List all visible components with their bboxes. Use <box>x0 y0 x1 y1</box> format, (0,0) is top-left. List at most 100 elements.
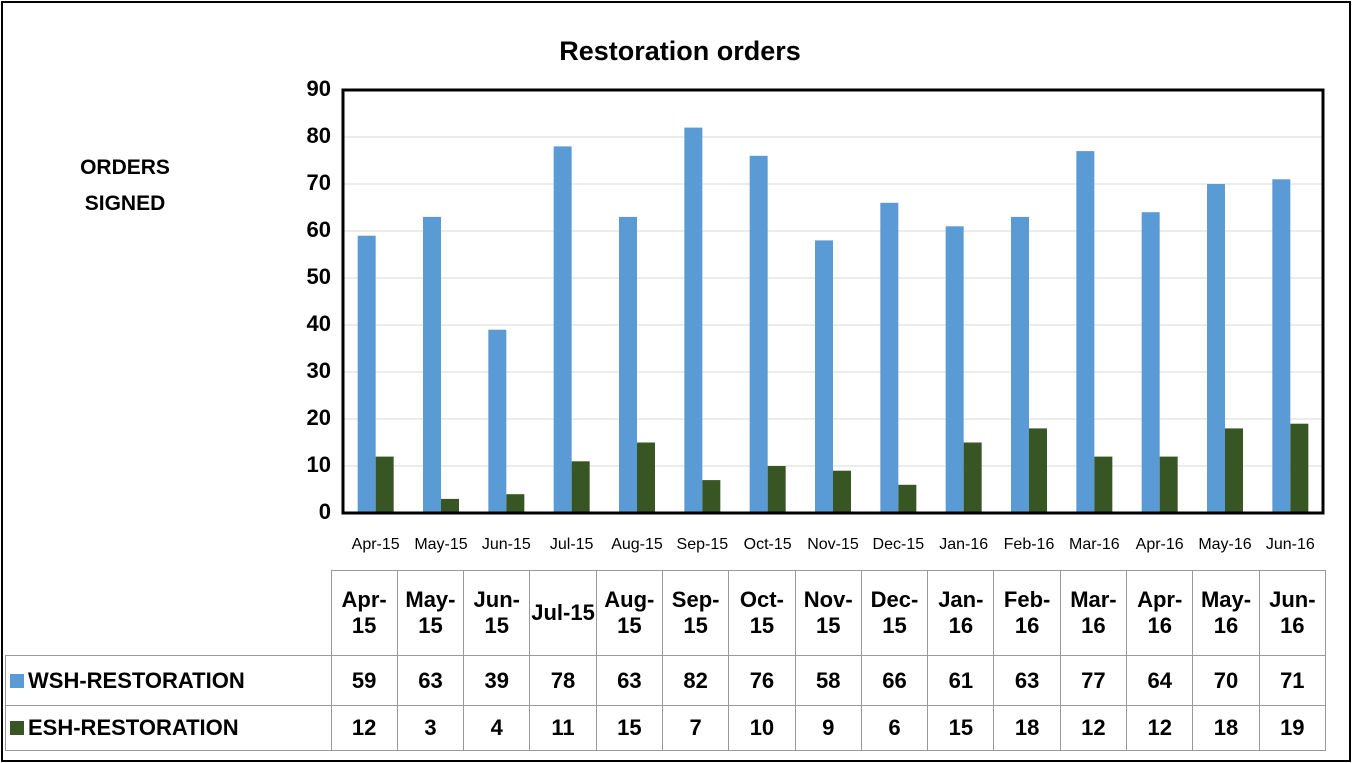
bar <box>506 494 525 513</box>
table-cell: 39 <box>463 655 531 706</box>
table-cell: 58 <box>794 655 862 706</box>
table-cell: 18 <box>993 705 1061 751</box>
y-tick-label: 40 <box>307 311 331 336</box>
table-header: Jan-16 <box>927 570 995 656</box>
legend-key <box>10 721 24 735</box>
table-row-header: WSH-RESTORATION <box>5 655 332 706</box>
x-tick-label: Oct-15 <box>744 536 792 553</box>
y-axis-label: ORDERS SIGNED <box>80 156 170 215</box>
x-tick-label: Dec-15 <box>873 536 925 553</box>
chart-title: Restoration orders <box>559 36 801 66</box>
bar <box>571 461 590 513</box>
table-cell: 82 <box>661 655 730 706</box>
x-tick-label: Sep-15 <box>677 536 729 553</box>
bar <box>1207 184 1225 513</box>
bar <box>637 442 655 513</box>
table-header: Apr-16 <box>1126 570 1194 656</box>
table-cell: 6 <box>860 705 929 751</box>
bar <box>1141 212 1160 513</box>
bar <box>1011 216 1029 513</box>
legend-key <box>10 673 24 688</box>
y-tick-label: 10 <box>307 452 331 477</box>
table-header: Mar-16 <box>1059 570 1128 656</box>
table-cell: 19 <box>1258 705 1326 751</box>
table-header: Oct-15 <box>728 570 796 656</box>
x-tick-label: Feb-16 <box>1004 536 1055 553</box>
table-header: Jul-15 <box>529 570 597 656</box>
table-cell: 78 <box>529 655 597 706</box>
y-tick-label: 20 <box>307 405 331 430</box>
bar <box>702 480 721 513</box>
table-cell: 12 <box>330 705 398 751</box>
table-row: ESH-RESTORATION 12 3 4 11 15 7 10 9 6 15 18 12 12 18 19 <box>5 705 1326 751</box>
legend-label: ESH-RESTORATION <box>28 715 239 740</box>
x-tick-label: Mar-16 <box>1069 536 1120 553</box>
table-header: May-16 <box>1192 570 1260 656</box>
x-tick-label: May-16 <box>1198 536 1251 553</box>
table-cell: 59 <box>330 655 398 706</box>
table-cell: 63 <box>595 655 663 706</box>
y-tick-label: 0 <box>319 499 331 524</box>
table-corner <box>6 571 332 656</box>
data-table: Apr-15 May-15 Jun-15 Jul-15 Aug-15 Sep-15 Oct-… <box>5 570 1326 751</box>
x-tick-label: Apr-16 <box>1136 536 1184 553</box>
y-tick-label: 80 <box>307 123 331 148</box>
table-row-header: ESH-RESTORATION <box>5 705 332 751</box>
bar <box>488 329 507 513</box>
table-header: Jun-15 <box>463 570 531 656</box>
bar <box>1290 423 1309 513</box>
table-header: Jun-16 <box>1258 570 1326 656</box>
table-cell: 11 <box>529 705 597 751</box>
bar <box>767 466 786 513</box>
bar <box>815 240 833 513</box>
bar <box>441 498 459 513</box>
bar <box>1029 428 1047 513</box>
bar <box>833 470 851 513</box>
x-tick-label: Apr-15 <box>352 536 400 553</box>
table-cell: 77 <box>1059 655 1128 706</box>
legend-label: WSH-RESTORATION <box>28 667 245 693</box>
table-cell: 4 <box>463 705 531 751</box>
x-tick-label: Nov-15 <box>807 536 859 553</box>
table-cell: 66 <box>860 655 929 706</box>
bar <box>1076 151 1095 513</box>
table-cell: 15 <box>595 705 663 751</box>
bar <box>963 442 982 513</box>
x-tick-label: Aug-15 <box>611 536 663 553</box>
table-header-row: Apr-15 May-15 Jun-15 Jul-15 Aug-15 Sep-15 Oct-… <box>6 570 1326 656</box>
table-cell: 12 <box>1126 705 1194 751</box>
table-header: Dec-15 <box>860 570 929 656</box>
table-cell: 18 <box>1192 705 1260 751</box>
table-header: Aug-15 <box>595 570 663 656</box>
table-header: Feb-16 <box>993 570 1061 656</box>
table-cell: 63 <box>993 655 1061 706</box>
bar <box>1272 179 1291 514</box>
x-tick-label: Jun-15 <box>482 536 531 553</box>
bar <box>1159 456 1178 513</box>
table-cell: 9 <box>794 705 862 751</box>
table-cell: 15 <box>927 705 995 751</box>
x-tick-label: Jan-16 <box>939 536 988 553</box>
bar <box>423 216 441 513</box>
table-cell: 3 <box>396 705 465 751</box>
table-header: May-15 <box>396 570 465 656</box>
table-cell: 10 <box>728 705 796 751</box>
x-tick-label: Jun-16 <box>1266 536 1315 553</box>
y-tick-label: 90 <box>307 76 331 101</box>
bar <box>684 127 703 513</box>
y-tick-label: 60 <box>307 217 331 242</box>
table-row: WSH-RESTORATION 59 63 39 78 63 82 76 58 66 61 63 77 6… <box>5 655 1326 706</box>
bar <box>619 216 637 513</box>
plot-border <box>341 88 1325 515</box>
table-cell: 12 <box>1059 705 1128 751</box>
table-header: Nov-15 <box>794 570 862 656</box>
table-cell: 71 <box>1258 655 1326 706</box>
bar <box>880 202 899 514</box>
table-header: Sep-15 <box>661 570 730 656</box>
table-cell: 63 <box>396 655 465 706</box>
table-cell: 76 <box>728 655 796 706</box>
table-header: Apr-15 <box>330 570 398 656</box>
